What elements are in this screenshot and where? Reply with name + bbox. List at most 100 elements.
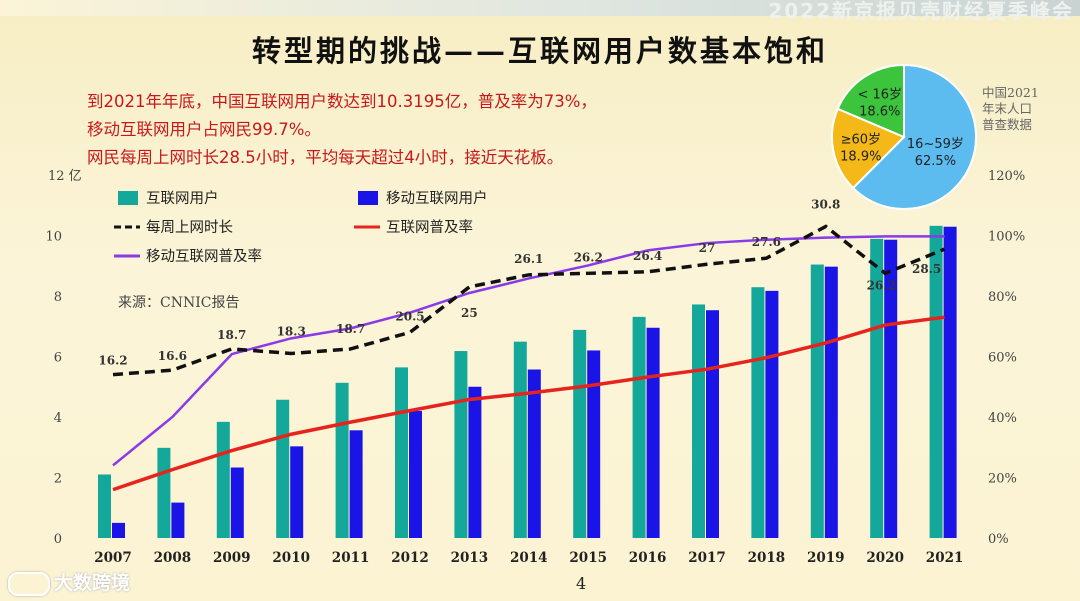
watermark-text: 大数跨境	[54, 572, 131, 594]
y-tick-label: 0	[54, 532, 62, 547]
legend-label: 移动互联网普及率	[146, 248, 262, 265]
banner-text: 2022新京报贝壳财经夏季峰会	[768, 0, 1074, 23]
pie-slice	[851, 63, 977, 210]
bar-internet-users	[98, 474, 111, 538]
note-line-2: 移动互联网用户占网民99.7%。	[87, 120, 321, 139]
legend-label: 移动互联网用户	[386, 190, 488, 207]
bar-mobile-users	[468, 386, 482, 538]
bar-internet-users	[751, 287, 765, 538]
bar-mobile-users	[587, 350, 601, 538]
bar-mobile-users	[884, 239, 898, 539]
bar-internet-users	[276, 399, 290, 538]
bar-mobile-users	[646, 327, 660, 538]
legend-swatch	[118, 191, 138, 205]
bar-mobile-users	[706, 310, 719, 538]
data-label-weekly-hours: 20.5	[395, 309, 424, 323]
x-tick-label: 2015	[569, 550, 607, 566]
data-label-weekly-hours: 27.6	[752, 235, 781, 249]
x-tick-label: 2007	[94, 550, 132, 566]
y-tick-label: 2	[54, 472, 62, 487]
bar-internet-users	[929, 225, 943, 538]
legend-swatch	[358, 191, 378, 205]
x-tick-label: 2021	[926, 550, 964, 566]
x-tick-label: 2018	[748, 550, 786, 566]
x-tick-label: 2017	[688, 550, 726, 566]
x-tick-label: 2011	[332, 550, 370, 566]
bar-mobile-users	[290, 446, 304, 538]
data-label-weekly-hours: 26.4	[633, 249, 662, 263]
x-tick-label: 2008	[154, 550, 192, 566]
data-label-weekly-hours: 25	[461, 306, 478, 320]
x-tick-label: 2014	[510, 550, 548, 566]
x-tick-label: 2010	[272, 550, 310, 566]
pie-slice-label: ≥60岁	[841, 132, 881, 147]
pie-slice-value: 18.9%	[840, 149, 881, 164]
bar-mobile-users	[171, 502, 185, 538]
y2-tick-label: 80%	[988, 290, 1017, 305]
pie-slice-label: 16~59岁	[907, 137, 964, 152]
y2-tick-label: 0%	[988, 532, 1009, 547]
watermark-logo-icon	[8, 571, 50, 596]
data-label-weekly-hours: 30.8	[811, 197, 840, 211]
bar-internet-users	[573, 329, 587, 538]
bar-internet-users	[692, 304, 705, 538]
data-label-weekly-hours: 18.3	[277, 324, 306, 338]
x-tick-label: 2012	[391, 550, 429, 566]
data-label-weekly-hours: 16.2	[98, 354, 127, 368]
pie-slice-value: 62.5%	[915, 154, 956, 169]
x-tick-label: 2013	[451, 550, 489, 566]
y2-tick-label: 20%	[988, 472, 1017, 487]
x-tick-label: 2016	[629, 550, 667, 566]
bar-internet-users	[216, 421, 230, 538]
y-tick-label: 10	[45, 230, 62, 245]
source-note: 来源：CNNIC报告	[118, 295, 240, 311]
data-label-weekly-hours: 26.1	[514, 252, 543, 266]
watermark: 大数跨境	[8, 568, 130, 596]
bar-mobile-users	[943, 226, 957, 539]
y2-tick-label: 60%	[988, 351, 1017, 366]
bar-mobile-users	[824, 266, 838, 538]
data-label-weekly-hours: 18.7	[217, 328, 246, 342]
data-label-weekly-hours: 18.7	[336, 322, 365, 336]
pie-source-note: 中国2021年末人口普查数据	[982, 85, 1039, 132]
legend-label: 互联网普及率	[386, 219, 473, 236]
page-number: 4	[576, 574, 587, 593]
data-label-weekly-hours: 26.2	[867, 278, 896, 292]
note-line-1: 到2021年年底，中国互联网用户数达到10.3195亿，普及率为73%，	[87, 92, 597, 111]
page-title: 转型期的挑战——互联网用户数基本饱和	[251, 34, 828, 68]
y-axis-unit-label: 12 亿	[48, 169, 82, 184]
pie-slice	[836, 63, 905, 139]
top-banner: 2022新京报贝壳财经夏季峰会	[0, 0, 1080, 23]
bar-internet-users	[632, 316, 646, 538]
bar-internet-users	[335, 382, 349, 538]
y2-tick-label: 100%	[988, 230, 1025, 245]
bar-mobile-users	[765, 290, 779, 538]
legend-label: 互联网用户	[146, 190, 219, 207]
pie-slice-label: < 16岁	[857, 87, 902, 102]
line-internet-rate	[112, 315, 945, 492]
bar-mobile-users	[230, 467, 244, 538]
bar-mobile-users	[527, 369, 541, 538]
line-weekly-hours	[112, 224, 946, 377]
y2-tick-label: 40%	[988, 411, 1017, 426]
bar-internet-users	[513, 341, 527, 538]
x-tick-label: 2020	[866, 550, 904, 566]
bar-mobile-users	[112, 522, 125, 538]
pie-slice-value: 18.6%	[859, 104, 900, 119]
bar-mobile-users	[409, 410, 422, 538]
legend-label: 每周上网时长	[146, 219, 233, 236]
data-label-weekly-hours: 28.5	[912, 262, 941, 276]
bar-internet-users	[870, 238, 884, 538]
bar-internet-users	[810, 264, 824, 538]
x-tick-label: 2009	[213, 550, 251, 566]
data-label-weekly-hours: 16.6	[158, 349, 187, 363]
bar-internet-users	[157, 447, 171, 538]
bar-internet-users	[454, 351, 468, 538]
bar-internet-users	[395, 367, 408, 538]
note-line-3: 网民每周上网时长28.5小时，平均每天超过4小时，接近天花板。	[87, 148, 564, 167]
x-tick-label: 2019	[807, 550, 845, 566]
y2-tick-label: 120%	[988, 169, 1025, 184]
bar-mobile-users	[349, 430, 363, 538]
data-label-weekly-hours: 27	[699, 241, 716, 255]
